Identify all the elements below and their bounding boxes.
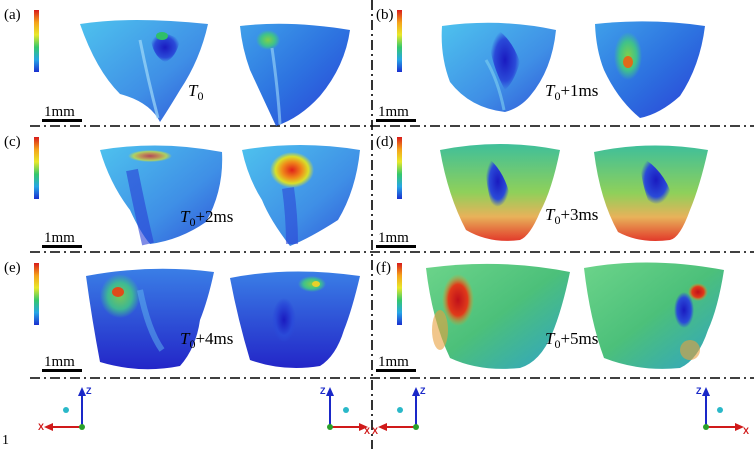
axis-x-label: X (372, 426, 378, 436)
panel-label-d: (d) (376, 134, 394, 150)
axis-triad-3: Z X (372, 386, 426, 436)
axis-x-label: X (38, 422, 44, 432)
axis-x-label: X (364, 426, 370, 436)
valve-model-e-right (230, 271, 360, 368)
panel-label-e: (e) (4, 260, 21, 276)
axis-z-label: Z (696, 386, 702, 396)
scale-bar-d: 1mm (376, 230, 416, 248)
axis-triad-1: Z X (38, 386, 92, 432)
panel-label-f: (f) (376, 260, 391, 276)
valve-model-d-left (440, 144, 560, 241)
time-label-e: T0+4ms (180, 329, 233, 351)
scale-bar-e: 1mm (42, 354, 82, 372)
time-label-d: T0+3ms (545, 205, 598, 227)
scale-bar-c: 1mm (42, 230, 82, 248)
time-label-c: T0+2ms (180, 207, 233, 229)
color-legend-f (397, 263, 402, 325)
color-legend-d (397, 137, 402, 199)
time-label-f: T0+5ms (545, 329, 598, 351)
valve-model-a-right (240, 23, 350, 126)
color-legend-b (397, 10, 402, 72)
panel-label-b: (b) (376, 7, 394, 23)
axis-triad-4: Z X (696, 386, 749, 436)
color-legend-c (34, 137, 39, 199)
scale-bar-label: 1mm (378, 230, 409, 246)
axis-z-label: Z (420, 386, 426, 396)
panel-label-a: (a) (4, 7, 21, 23)
panel-label-c: (c) (4, 134, 21, 150)
valve-model-d-right (594, 145, 708, 241)
valve-model-c-right (242, 145, 360, 246)
scale-bar-label: 1mm (44, 354, 75, 370)
panel-dividers (30, 0, 754, 449)
scale-bar-label: 1mm (378, 354, 409, 370)
valve-model-c-left (100, 145, 223, 246)
time-label-b: T0+1ms (545, 81, 598, 103)
scale-bar-label: 1mm (44, 104, 75, 120)
valve-model-f-left (426, 263, 570, 369)
color-legend-e (34, 263, 39, 325)
axis-z-label: Z (86, 386, 92, 396)
scale-bar-label: 1mm (378, 104, 409, 120)
time-label-a: T0 (188, 81, 203, 103)
color-legend-a (34, 10, 39, 72)
valve-model-b-right (595, 21, 705, 118)
axis-x-label: X (743, 426, 749, 436)
scale-bar-a: 1mm (42, 104, 82, 122)
valve-model-f-right (584, 262, 724, 369)
valve-model-a-left (80, 20, 208, 122)
scale-bar-label: 1mm (44, 230, 75, 246)
axis-triad-2: Z X (320, 386, 370, 436)
scale-bar-b: 1mm (376, 104, 416, 122)
scale-bar-f: 1mm (376, 354, 416, 372)
axis-z-label: Z (320, 386, 326, 396)
page-mark: 1 (2, 433, 9, 448)
valve-model-e-left (86, 268, 214, 370)
valve-model-b-left (441, 22, 556, 112)
